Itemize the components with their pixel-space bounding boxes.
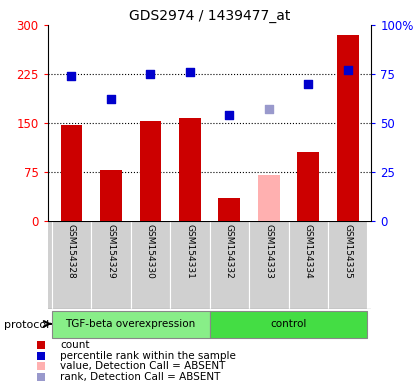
Text: value, Detection Call = ABSENT: value, Detection Call = ABSENT	[61, 361, 226, 371]
Text: GSM154334: GSM154334	[304, 224, 313, 279]
Text: TGF-beta overexpression: TGF-beta overexpression	[66, 319, 196, 329]
Bar	[52, 221, 91, 309]
Bar	[131, 221, 170, 309]
Point	[107, 96, 114, 103]
Text: rank, Detection Call = ABSENT: rank, Detection Call = ABSENT	[61, 372, 221, 382]
Point	[344, 67, 351, 73]
Text: GSM154328: GSM154328	[67, 224, 76, 279]
Text: count: count	[61, 340, 90, 350]
Text: GSM154330: GSM154330	[146, 224, 155, 279]
Text: GSM154333: GSM154333	[264, 224, 273, 279]
Bar	[210, 221, 249, 309]
Bar	[337, 35, 359, 221]
Bar	[288, 221, 328, 309]
Point	[37, 342, 44, 348]
Bar	[100, 170, 122, 221]
Point	[226, 112, 233, 118]
Point	[305, 81, 312, 87]
Text: control: control	[270, 319, 307, 329]
Title: GDS2974 / 1439477_at: GDS2974 / 1439477_at	[129, 8, 290, 23]
Bar	[170, 221, 210, 309]
Point	[37, 353, 44, 359]
Bar	[61, 125, 82, 221]
Bar	[249, 221, 288, 309]
Bar	[258, 175, 280, 221]
Point	[37, 363, 44, 369]
Bar	[328, 221, 367, 309]
Bar	[218, 198, 240, 221]
Text: GSM154335: GSM154335	[343, 224, 352, 279]
Point	[186, 69, 193, 75]
Text: GSM154329: GSM154329	[106, 224, 115, 279]
Text: GSM154332: GSM154332	[225, 224, 234, 279]
Bar	[52, 311, 210, 338]
Text: protocol: protocol	[4, 320, 49, 330]
Bar	[91, 221, 131, 309]
Bar	[210, 311, 367, 338]
Text: GSM154331: GSM154331	[186, 224, 194, 279]
Bar	[179, 118, 201, 221]
Point	[147, 71, 154, 77]
Point	[68, 73, 75, 79]
Bar	[298, 152, 319, 221]
Text: percentile rank within the sample: percentile rank within the sample	[61, 351, 236, 361]
Bar	[139, 121, 161, 221]
Point	[37, 374, 44, 380]
Point	[266, 106, 272, 112]
